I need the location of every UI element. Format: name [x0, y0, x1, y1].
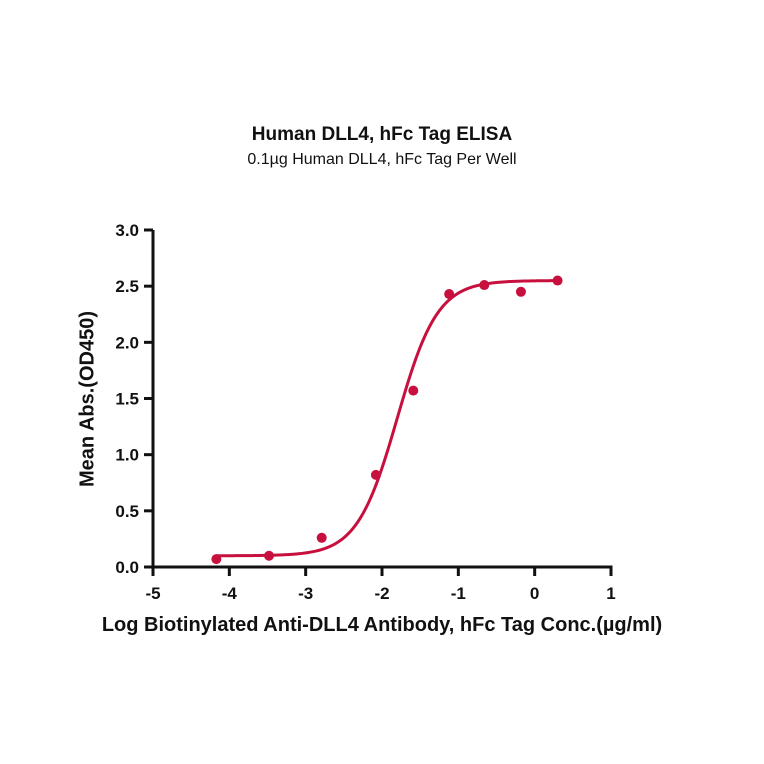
fit-curve: [216, 279, 558, 558]
x-tick-label: -3: [298, 584, 313, 603]
x-tick-label: 1: [606, 584, 615, 603]
y-tick-label: 2.0: [115, 333, 139, 352]
data-point: [211, 554, 222, 565]
data-point: [552, 275, 563, 286]
y-tick-label: 0.5: [115, 502, 139, 521]
chart-subtitle: 0.1µg Human DLL4, hFc Tag Per Well: [247, 151, 517, 168]
y-tick-label: 2.5: [115, 277, 139, 296]
y-tick-label: 1.0: [115, 446, 139, 465]
y-tick-label: 1.5: [115, 390, 139, 409]
data-point: [479, 280, 490, 291]
data-point: [515, 286, 526, 297]
x-tick-label: -1: [451, 584, 466, 603]
x-tick-label: -5: [145, 584, 160, 603]
y-tick-label: 3.0: [115, 221, 139, 240]
data-point: [316, 532, 327, 543]
data-point: [370, 469, 381, 480]
x-tick-label: -4: [222, 584, 238, 603]
x-axis-label: Log Biotinylated Anti-DLL4 Antibody, hFc…: [101, 614, 663, 636]
data-point: [444, 289, 455, 300]
data-point: [408, 385, 419, 396]
chart-title: Human DLL4, hFc Tag ELISA: [251, 124, 513, 145]
x-tick-label: 0: [530, 584, 539, 603]
data-point: [264, 550, 275, 561]
y-tick-label: 0.0: [115, 558, 139, 577]
x-tick-label: -2: [374, 584, 389, 603]
